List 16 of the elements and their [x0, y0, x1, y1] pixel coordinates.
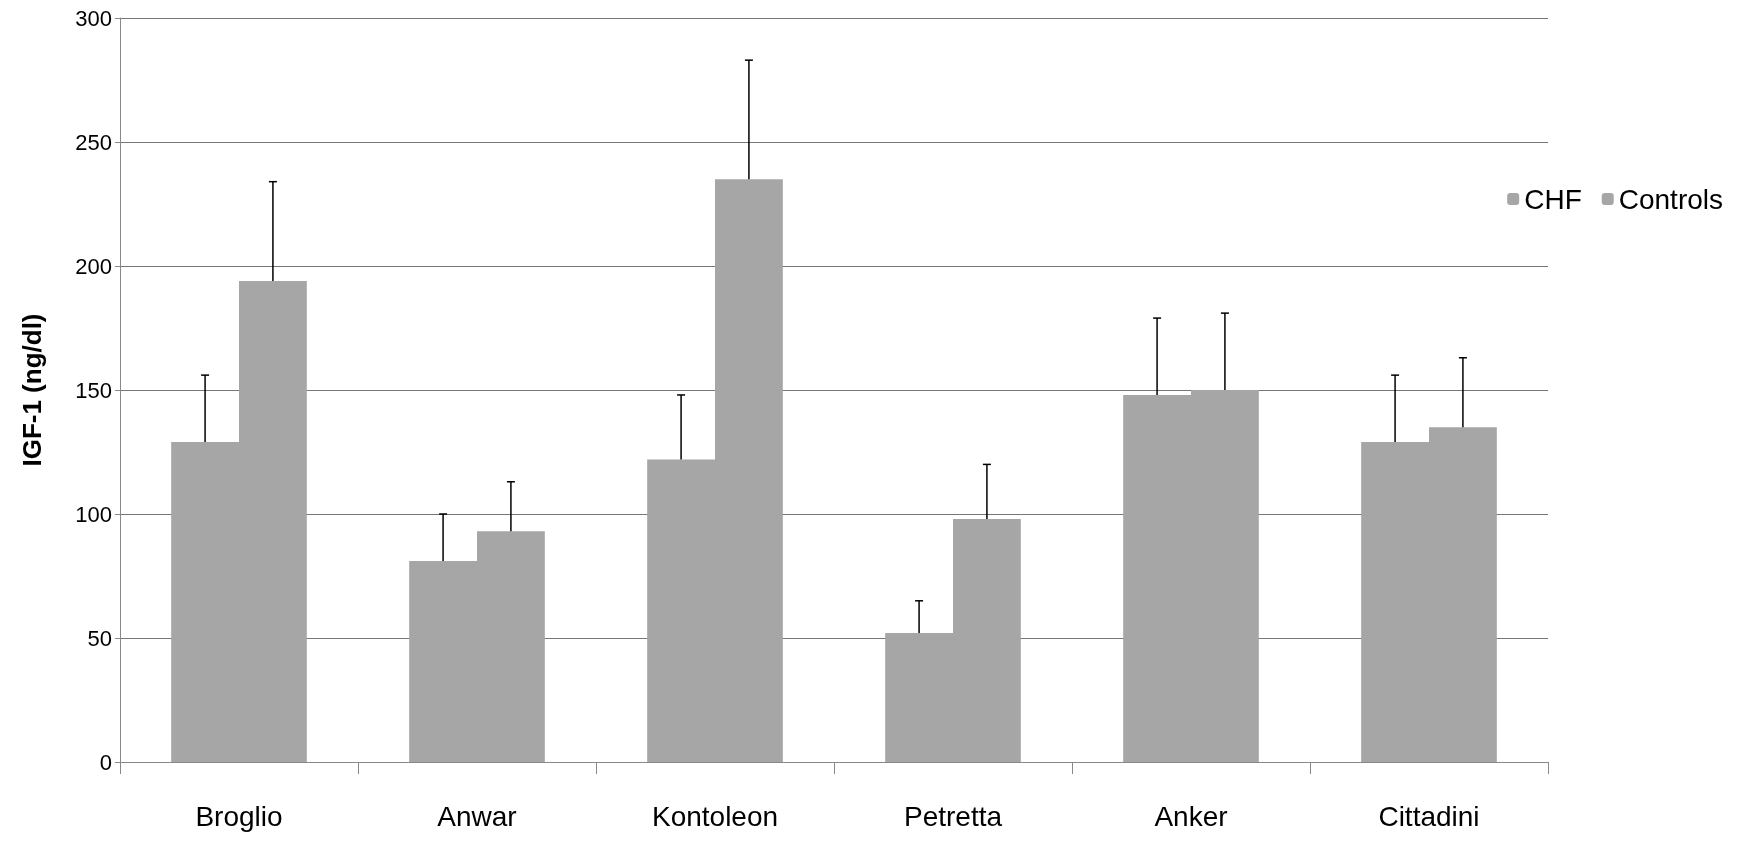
y-tick-label: 300 — [75, 5, 112, 31]
y-tick-label: 0 — [99, 749, 112, 775]
x-tick-label: Anwar — [437, 800, 517, 832]
x-tick-label: Broglio — [195, 800, 283, 832]
y-tick-label: 100 — [75, 501, 112, 527]
y-tick-label: 150 — [75, 377, 112, 403]
legend-label: Controls — [1618, 183, 1723, 215]
legend-label: CHF — [1524, 183, 1582, 215]
y-tick-label: 200 — [75, 253, 112, 279]
y-tick-label: 50 — [87, 625, 112, 651]
y-axis-title: IGF-1 (ng/dl) — [17, 313, 47, 467]
x-tick-label: Petretta — [903, 800, 1003, 832]
y-tick-label: 250 — [75, 129, 112, 155]
x-tick-label: Cittadini — [1378, 800, 1480, 832]
x-tick-label: Kontoleon — [651, 800, 779, 832]
x-tick-label: Anker — [1154, 800, 1228, 832]
